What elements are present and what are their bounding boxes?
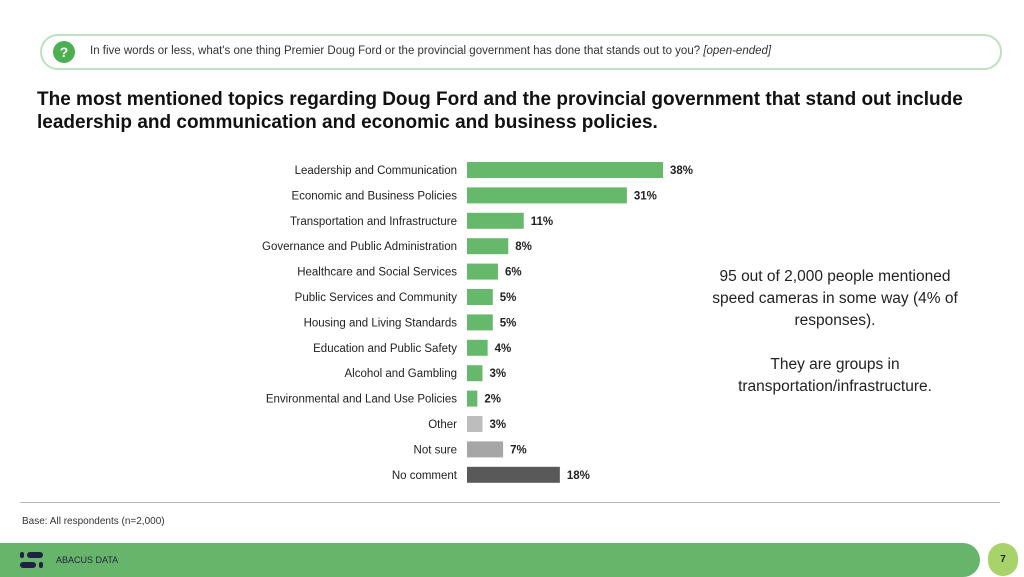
footer-bar: ABACUS DATA	[0, 543, 980, 577]
value-label: 4%	[495, 343, 512, 355]
question-box: ? In five words or less, what's one thin…	[40, 34, 1002, 70]
category-label: Not sure	[414, 444, 457, 456]
category-label: Transportation and Infrastructure	[290, 216, 457, 228]
value-label: 8%	[515, 241, 532, 253]
value-label: 6%	[505, 267, 522, 279]
value-label: 38%	[670, 165, 693, 177]
base-note: Base: All respondents (n=2,000)	[22, 516, 165, 527]
bar	[467, 441, 504, 458]
category-label: No comment	[392, 470, 458, 482]
abacus-logo-icon	[20, 552, 43, 568]
category-label: Alcohol and Gambling	[344, 368, 457, 380]
page-title: The most mentioned topics regarding Doug…	[37, 89, 963, 133]
bar	[467, 390, 478, 407]
category-label: Environmental and Land Use Policies	[266, 394, 457, 406]
category-label: Governance and Public Administration	[262, 241, 457, 253]
bar	[467, 263, 498, 280]
category-label: Healthcare and Social Services	[297, 267, 457, 279]
brand-name: ABACUS DATA	[56, 555, 119, 565]
bar	[467, 212, 524, 229]
value-label: 3%	[489, 419, 506, 431]
note-line1: 95 out of 2,000 people mentioned speed c…	[712, 268, 958, 329]
note-line2: They are groups in transportation/infras…	[738, 356, 932, 395]
bar	[467, 289, 493, 305]
category-label: Education and Public Safety	[313, 343, 457, 355]
question-text: In five words or less, what's one thing …	[90, 45, 772, 57]
category-label: Housing and Living Standards	[304, 317, 458, 329]
bar	[467, 416, 483, 432]
value-label: 7%	[510, 444, 527, 456]
category-label: Other	[428, 419, 457, 431]
question-icon: ?	[53, 41, 75, 63]
bar	[467, 238, 509, 255]
bar	[467, 466, 560, 483]
bar	[467, 187, 627, 204]
divider	[20, 502, 1000, 503]
value-label: 18%	[567, 470, 590, 482]
page-number: 7	[988, 543, 1018, 576]
value-label: 5%	[500, 317, 517, 329]
bar	[467, 162, 663, 178]
value-label: 11%	[531, 216, 553, 228]
bar	[467, 365, 483, 382]
value-label: 3%	[489, 368, 506, 380]
category-label: Public Services and Community	[295, 292, 458, 304]
bar	[467, 314, 493, 331]
category-label: Economic and Business Policies	[291, 190, 457, 202]
value-label: 5%	[500, 292, 517, 304]
bar	[467, 339, 488, 356]
value-label: 2%	[484, 394, 501, 406]
category-label: Leadership and Communication	[295, 165, 457, 177]
callout-note: 95 out of 2,000 people mentioned speed c…	[700, 266, 970, 398]
value-label: 31%	[634, 190, 657, 202]
